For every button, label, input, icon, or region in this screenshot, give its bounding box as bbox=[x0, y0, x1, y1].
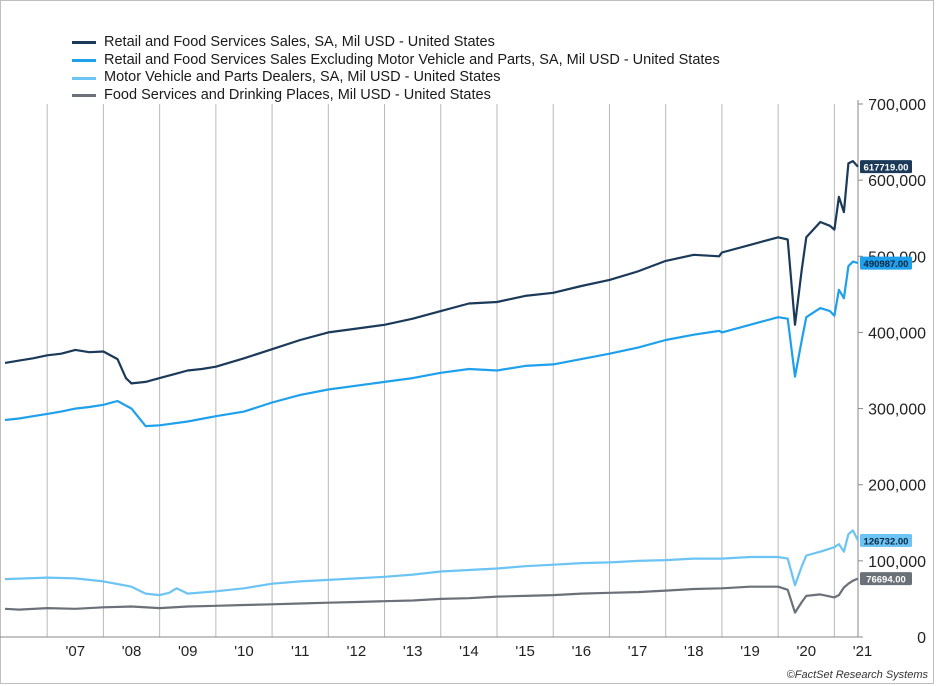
y-tick-label: 300,000 bbox=[868, 402, 926, 419]
last-value-label-0: 617719.00 bbox=[864, 163, 909, 174]
y-tick-label: 200,000 bbox=[868, 478, 926, 495]
x-tick-label: '14 bbox=[459, 643, 479, 660]
legend-label-ex-auto: Retail and Food Services Sales Excluding… bbox=[104, 51, 720, 68]
x-tick-label: '07 bbox=[66, 643, 86, 660]
y-tick-label: 100,000 bbox=[868, 554, 926, 571]
y-tick-label: 700,000 bbox=[868, 97, 926, 114]
last-value-badge-2 bbox=[860, 534, 912, 548]
y-tick-label: 0 bbox=[917, 630, 926, 647]
x-tick-label: '16 bbox=[572, 643, 592, 660]
legend-label-total-sales: Retail and Food Services Sales, SA, Mil … bbox=[104, 34, 495, 50]
x-tick-label: '21 bbox=[853, 643, 873, 660]
last-value-label-3: 76694.00 bbox=[866, 575, 906, 586]
legend-label-motor-vehicle: Motor Vehicle and Parts Dealers, SA, Mil… bbox=[104, 69, 501, 86]
x-tick-label: '17 bbox=[628, 643, 648, 660]
x-tick-label: '18 bbox=[684, 643, 704, 660]
series-line-3 bbox=[4, 577, 859, 614]
legend-swatch-total-sales bbox=[72, 41, 96, 45]
last-value-badge-3 bbox=[860, 572, 912, 586]
x-tick-label: '15 bbox=[515, 643, 535, 660]
x-tick-label: '13 bbox=[403, 643, 423, 660]
y-tick-label: 600,000 bbox=[868, 173, 926, 190]
x-tick-label: '08 bbox=[122, 643, 142, 660]
legend-label-food-services: Food Services and Drinking Places, Mil U… bbox=[104, 87, 491, 104]
source-footer: ©FactSet Research Systems bbox=[786, 669, 928, 681]
legend-item-food-services: Food Services and Drinking Places, Mil U… bbox=[72, 87, 720, 105]
last-value-badge-0 bbox=[860, 160, 912, 174]
last-value-badge-1 bbox=[860, 256, 912, 270]
legend-item-motor-vehicle: Motor Vehicle and Parts Dealers, SA, Mil… bbox=[72, 69, 720, 87]
x-tick-label: '10 bbox=[234, 643, 254, 660]
last-value-label-2: 126732.00 bbox=[864, 537, 909, 548]
series-line-2 bbox=[4, 529, 859, 597]
chart-legend: Retail and Food Services Sales, SA, Mil … bbox=[72, 34, 720, 105]
x-tick-label: '19 bbox=[740, 643, 760, 660]
legend-swatch-motor-vehicle bbox=[72, 76, 96, 80]
x-tick-label: '09 bbox=[178, 643, 198, 660]
x-tick-label: '20 bbox=[796, 643, 816, 660]
legend-swatch-food-services bbox=[72, 94, 96, 98]
last-value-label-1: 490987.00 bbox=[864, 259, 909, 270]
legend-swatch-ex-auto bbox=[72, 59, 96, 63]
x-tick-label: '12 bbox=[347, 643, 367, 660]
legend-item-ex-auto: Retail and Food Services Sales Excluding… bbox=[72, 52, 720, 70]
y-tick-label: 400,000 bbox=[868, 325, 926, 342]
legend-item-total-sales: Retail and Food Services Sales, SA, Mil … bbox=[72, 34, 720, 52]
x-tick-label: '11 bbox=[291, 643, 309, 660]
series-line-1 bbox=[4, 260, 859, 428]
series-line-0 bbox=[4, 160, 859, 385]
